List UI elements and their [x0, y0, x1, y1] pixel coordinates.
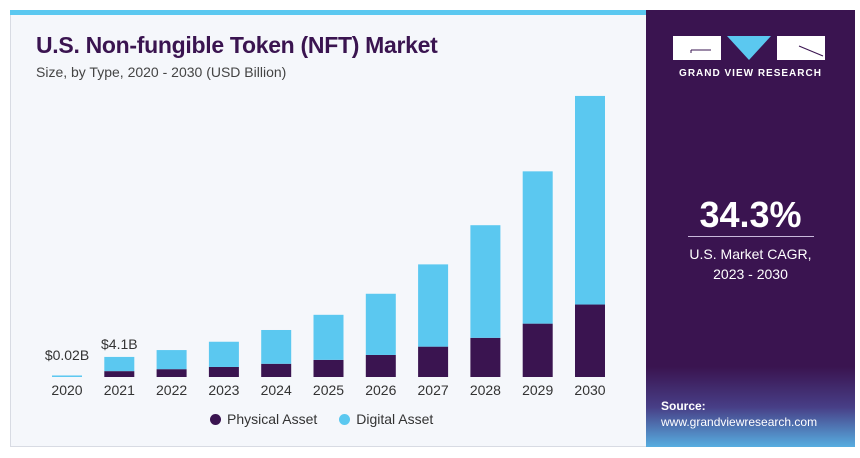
chart-subtitle: Size, by Type, 2020 - 2030 (USD Billion) [36, 64, 287, 80]
divider [688, 236, 814, 237]
bar-digital-asset-2022 [156, 350, 187, 370]
gvr-logo-icon [673, 36, 825, 60]
x-tick-label: 2026 [365, 382, 396, 398]
accent-bar [10, 10, 646, 15]
x-tick-label: 2024 [261, 382, 292, 398]
source-label: Source: [661, 399, 706, 413]
legend-label: Digital Asset [356, 411, 434, 427]
digital-swatch [339, 414, 351, 425]
legend: Physical Asset Digital Asset [210, 411, 433, 427]
legend-digital: Digital Asset [339, 411, 433, 427]
legend-physical: Physical Asset [210, 411, 317, 427]
bar-digital-asset-2030 [575, 95, 605, 305]
cagr-label-line1: U.S. Market CAGR, [689, 246, 812, 262]
bar-digital-asset-2026 [365, 293, 396, 355]
bar-digital-asset-2021 [104, 356, 135, 372]
legend-label: Physical Asset [227, 411, 318, 427]
bar-chart: 2020 $0.02B 2021 $4.1B 2022 2023 2024 2025 2026 2… [45, 95, 606, 398]
bar-digital-asset-2024 [261, 329, 292, 364]
bar-digital-asset-2020 [52, 375, 82, 377]
cagr-label: U.S. Market CAGR, 2023 - 2030 [646, 244, 855, 284]
source-url[interactable]: www.grandviewresearch.com [661, 415, 818, 429]
cagr-value: 34.3% [699, 194, 802, 235]
bar-digital-asset-2029 [522, 171, 553, 324]
bar-physical-asset-2024 [261, 363, 292, 377]
x-tick-label: 2030 [574, 382, 605, 398]
grid-decoration [646, 367, 855, 447]
chart-title: U.S. Non-fungible Token (NFT) Market [36, 32, 438, 58]
x-tick-label: 2021 [104, 382, 135, 398]
bar-physical-asset-2028 [470, 337, 501, 377]
cagr-label-line2: 2023 - 2030 [713, 266, 788, 282]
bar-digital-asset-2023 [208, 341, 239, 367]
x-tick-label: 2025 [313, 382, 344, 398]
data-label: $4.1B [101, 336, 138, 352]
bar-physical-asset-2023 [208, 366, 239, 377]
x-tick-label: 2020 [51, 382, 82, 398]
x-tick-label: 2028 [470, 382, 501, 398]
bar-digital-asset-2027 [418, 264, 449, 347]
bar-digital-asset-2025 [313, 314, 344, 360]
bar-physical-asset-2026 [365, 354, 396, 377]
info-panel: GRAND VIEW RESEARCH 34.3% U.S. Market CA… [646, 10, 855, 447]
data-label: $0.02B [45, 347, 89, 363]
physical-swatch [210, 414, 221, 425]
bar-physical-asset-2022 [156, 369, 187, 377]
bar-physical-asset-2025 [313, 359, 344, 377]
x-tick-label: 2023 [208, 382, 239, 398]
bar-digital-asset-2028 [470, 225, 501, 338]
bar-physical-asset-2029 [522, 323, 553, 377]
x-tick-label: 2022 [156, 382, 187, 398]
x-tick-label: 2029 [522, 382, 553, 398]
x-tick-label: 2027 [418, 382, 449, 398]
brand-name: GRAND VIEW RESEARCH [679, 68, 822, 79]
bar-physical-asset-2027 [418, 346, 449, 377]
bar-physical-asset-2021 [104, 371, 135, 377]
bar-physical-asset-2030 [575, 304, 605, 377]
source: Source: www.grandviewresearch.com [661, 398, 817, 430]
